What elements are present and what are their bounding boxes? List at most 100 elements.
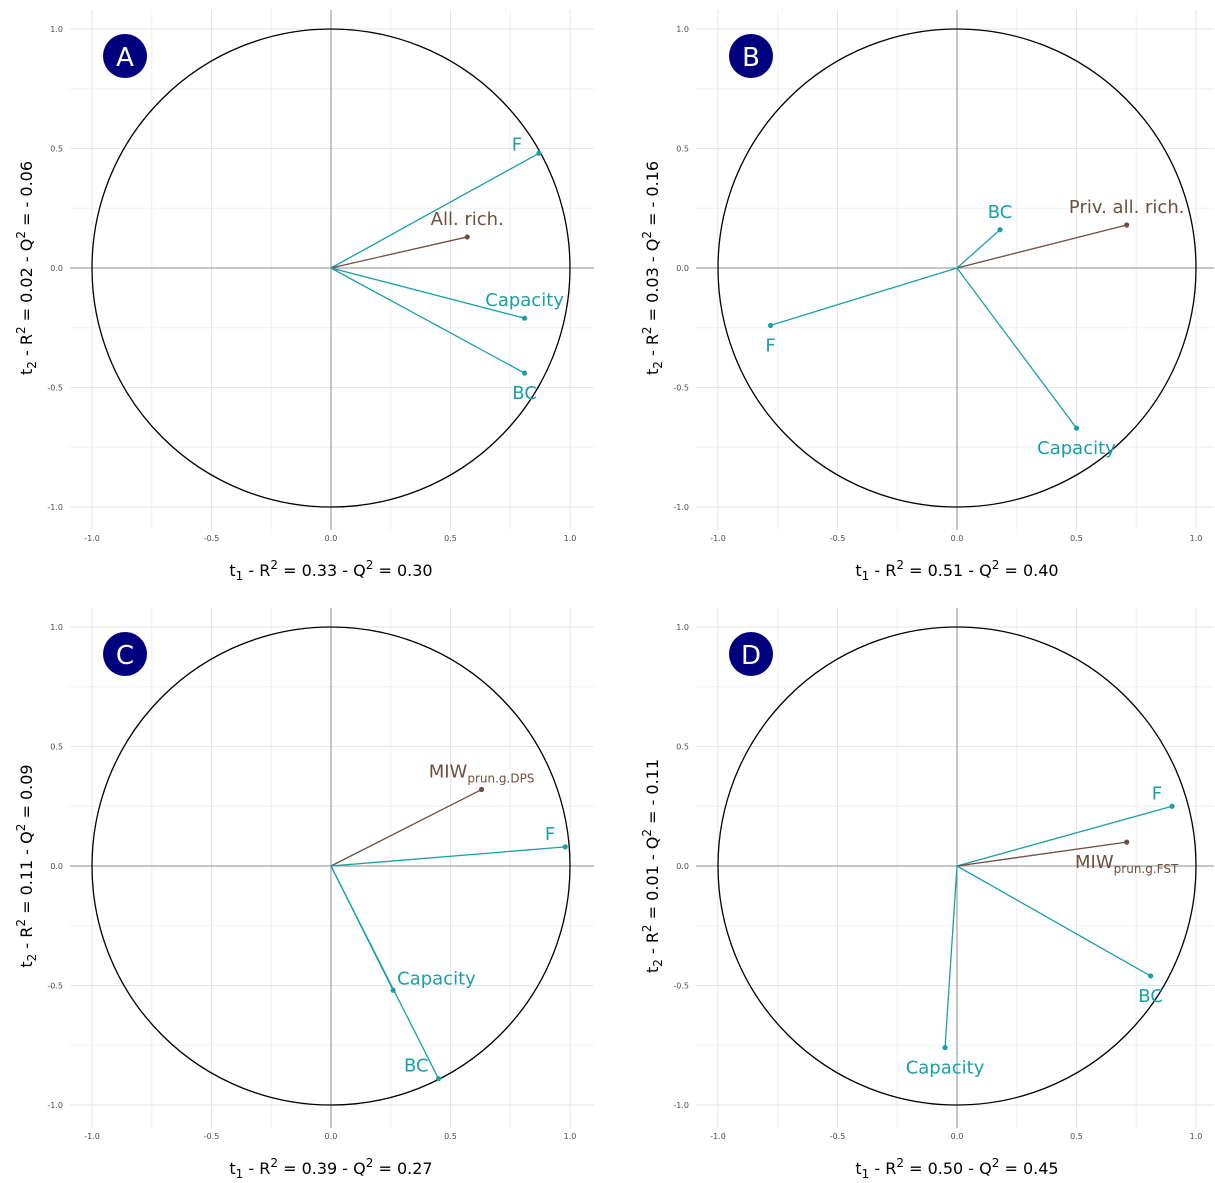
variable-label-main: BC — [1138, 986, 1163, 1007]
loading-vector — [330, 865, 440, 1080]
x-axis-title-eq2: = 0.27 — [373, 1159, 432, 1178]
variable-label: F — [545, 824, 555, 845]
x-axis-title-eq2: = 0.30 — [373, 561, 432, 580]
x-axis-title-eq2: = 0.45 — [999, 1159, 1058, 1178]
panel-badge-letter: C — [116, 641, 134, 671]
x-axis-title-eq: = 0.33 - Q — [278, 561, 366, 580]
loading-vector — [944, 865, 958, 1048]
x-axis-title-sup2: 2 — [992, 558, 1000, 572]
panel-a: -1.0 -0.5 0.0 0.5 1.0-1.0-0.50.00.51.0t1 - R… — [14, 10, 594, 583]
x-axis-title-r-text: - R — [869, 561, 896, 580]
variable-label-main: BC — [512, 383, 537, 404]
y-tick-label: 0.5 — [676, 743, 689, 752]
x-axis-title-base: t — [229, 1159, 235, 1178]
panel-badge — [103, 632, 147, 676]
y-axis-title-sub: 2 — [25, 361, 39, 369]
variable-label: BC — [512, 383, 537, 404]
y-tick-label: 0.5 — [50, 145, 63, 154]
x-axis-title-r-text: - R — [869, 1159, 896, 1178]
loading-point — [1169, 803, 1175, 809]
loading-vector — [330, 788, 482, 867]
y-tick-label: -0.5 — [47, 982, 63, 991]
x-tick-label: -1.0 — [710, 1132, 726, 1141]
x-tick-label: -0.5 — [830, 534, 846, 543]
variable-label-main: Capacity — [485, 290, 564, 311]
loading-point — [1147, 973, 1154, 979]
x-axis-title: t1 - R2 = 0.39 - Q2 = 0.27 — [229, 1156, 432, 1181]
panel-badge — [729, 34, 773, 78]
variable-label: BC — [1138, 986, 1163, 1007]
y-tick-label: 0.0 — [676, 862, 689, 871]
unit-circle — [91, 626, 571, 1106]
loading-point — [1124, 222, 1130, 228]
y-axis-title-eq2: = - 0.06 — [17, 161, 36, 231]
x-axis-title-sub: 1 — [862, 569, 870, 583]
loading-vector — [330, 267, 525, 319]
panel-d: -1.0 -0.5 0.0 0.5 1.0-1.0-0.50.00.51.0t1 - R… — [640, 608, 1214, 1181]
x-tick-label: 1.0 — [564, 1132, 577, 1141]
x-tick-label: -1.0 — [84, 1132, 100, 1141]
y-axis-title-sup2: 2 — [640, 231, 654, 239]
y-tick-label: 0.5 — [50, 743, 63, 752]
loading-point — [478, 786, 485, 793]
loading-point — [536, 150, 542, 156]
y-tick-label: -0.5 — [673, 384, 689, 393]
y-axis-title-r-text: - R — [17, 334, 36, 361]
variable-label-main: F — [1152, 783, 1162, 804]
x-axis-title-r-text: - R — [243, 1159, 270, 1178]
variable-label-main: F — [512, 134, 522, 155]
y-axis-title-sup: 2 — [14, 919, 28, 927]
y-tick-label: 1.0 — [50, 25, 63, 34]
y-axis-title-eq: = 0.02 - Q — [17, 239, 36, 327]
y-tick-label: -1.0 — [673, 1101, 689, 1110]
x-tick-label: 0.0 — [325, 1132, 338, 1141]
variable-label-main: F — [765, 335, 775, 356]
x-axis-title-eq: = 0.50 - Q — [904, 1159, 992, 1178]
y-axis-title: t2 - R2 = 0.11 - Q2 = 0.09 — [14, 764, 39, 967]
x-tick-label: 1.0 — [1190, 1132, 1203, 1141]
x-tick-label: -0.5 — [204, 1132, 220, 1141]
x-axis-title-sup2: 2 — [992, 1156, 1000, 1170]
variable-label: Capacity — [906, 1058, 985, 1079]
x-tick-label: -0.5 — [204, 534, 220, 543]
x-tick-label: 0.0 — [951, 534, 964, 543]
variable-label: Capacity — [397, 968, 476, 989]
y-tick-label: 0.5 — [676, 145, 689, 154]
panel-badge — [103, 34, 147, 78]
y-axis-title-base: t — [17, 961, 36, 967]
x-tick-label: 0.5 — [1070, 534, 1083, 543]
y-axis-title-sup2: 2 — [14, 231, 28, 239]
x-axis-title-sup: 2 — [896, 558, 904, 572]
loading-vector — [330, 846, 566, 867]
x-axis-title-base: t — [855, 1159, 861, 1178]
x-axis-title-base: t — [229, 561, 235, 580]
loading-vector — [956, 865, 1151, 977]
y-axis-title-r-text: - R — [643, 334, 662, 361]
x-tick-label: 0.5 — [1070, 1132, 1083, 1141]
y-axis-title-r-text: - R — [643, 932, 662, 959]
y-tick-label: -0.5 — [47, 384, 63, 393]
panel-c: -1.0 -0.5 0.0 0.5 1.0-1.0-0.50.00.51.0t1 - R… — [14, 608, 594, 1181]
y-axis-title-eq: = 0.01 - Q — [643, 837, 662, 925]
y-axis-title-r-text: - R — [17, 927, 36, 954]
x-axis-title-sup: 2 — [896, 1156, 904, 1170]
variable-label: F — [1152, 783, 1162, 804]
loading-point — [521, 370, 528, 376]
variable-label: BC — [404, 1056, 429, 1077]
y-tick-label: 0.0 — [50, 264, 63, 273]
variable-label-main: F — [545, 824, 555, 845]
y-tick-label: -1.0 — [47, 503, 63, 512]
loading-vector — [330, 267, 525, 374]
variable-label: All. rich. — [431, 209, 504, 230]
y-axis-title-sup2: 2 — [640, 829, 654, 837]
loading-point — [1073, 425, 1080, 431]
y-axis-title: t2 - R2 = 0.03 - Q2 = - 0.16 — [640, 161, 665, 375]
loading-point — [562, 844, 568, 850]
variable-label-sub: prun.g.FST — [1114, 862, 1179, 876]
loading-vector — [330, 152, 540, 269]
x-axis-title-eq: = 0.39 - Q — [278, 1159, 366, 1178]
y-axis-title-eq2: = 0.09 — [17, 764, 36, 823]
loading-vector — [330, 236, 468, 269]
variable-label: F — [765, 335, 775, 356]
